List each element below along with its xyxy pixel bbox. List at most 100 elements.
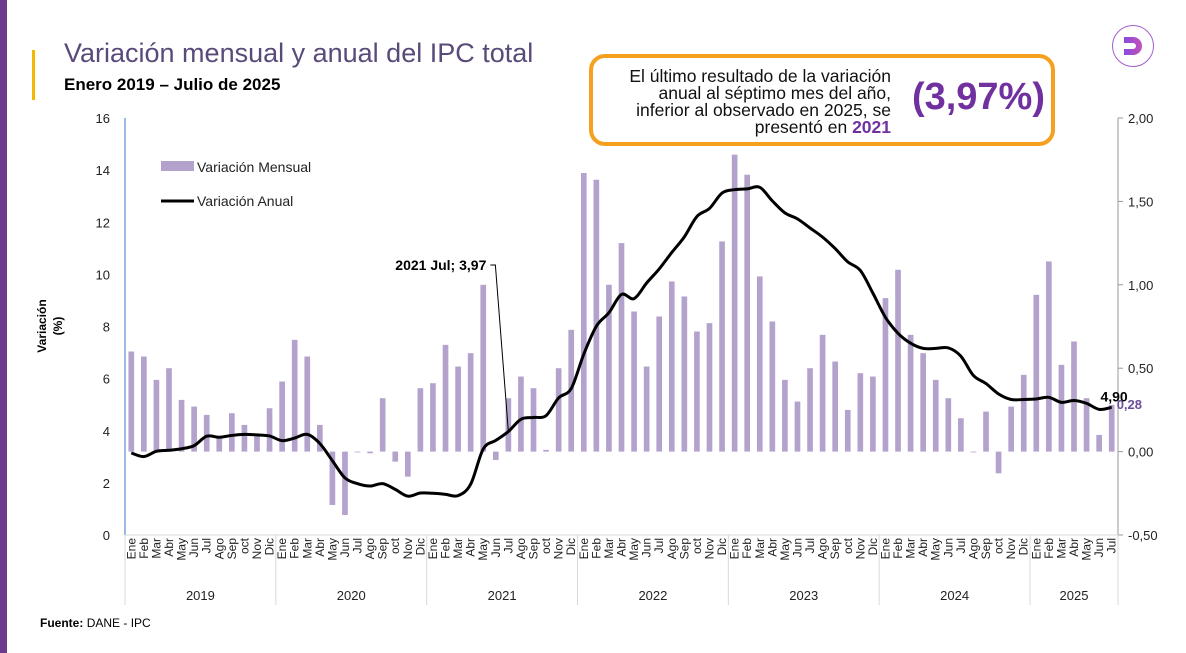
x-axis-month-label: Nov [702,538,716,559]
annotation-2021-jul: 2021 Jul; 3,97 [395,257,486,273]
monthly-variation-bar [606,284,612,452]
monthly-variation-bar [543,449,549,452]
x-axis-month-label: Jun [1092,538,1106,557]
monthly-variation-bar [819,334,826,452]
x-axis-month-label: Feb [891,538,905,559]
x-axis-month-label: Jul [1105,538,1119,553]
monthly-variation-bar [128,351,135,452]
monthly-variation-bar [1008,406,1014,452]
x-axis-month-label: Jun [790,538,804,557]
right-axis-tick-label: 1,00 [1128,278,1153,293]
x-axis-month-label: oct [237,537,251,554]
monthly-variation-bar [178,399,185,452]
x-axis-year-label: 2022 [638,588,667,603]
monthly-variation-bar [442,344,449,452]
x-axis-month-label: Ene [728,538,742,560]
source-value: DANE - IPC [86,616,151,630]
monthly-variation-bar [794,401,801,452]
x-axis-month-label: Sep [527,538,541,560]
monthly-variation-bar [681,296,688,452]
monthly-variation-bar [317,424,323,452]
monthly-variation-bar [832,361,839,452]
right-axis-tick-label: -0,50 [1128,528,1158,543]
monthly-variation-bar [404,451,411,477]
monthly-variation-bar [229,413,235,452]
monthly-variation-bar [895,269,901,452]
right-axis-tick-label: 0,50 [1128,361,1153,376]
x-axis-month-label: Mar [149,538,163,559]
callout-line-prefix: presentó en [754,117,853,137]
x-axis-month-label: Feb [137,538,151,559]
x-axis-month-label: Nov [853,538,867,559]
annotation-last-monthly: 0,28 [1117,397,1142,412]
x-axis-month-label: Mar [451,538,465,559]
left-axis-tick-label: 10 [96,267,110,282]
monthly-variation-bar [367,451,373,454]
monthly-variation-bar [342,451,348,515]
x-axis-month-label: Ago [966,538,980,560]
monthly-variation-bar [706,323,713,452]
left-accent-stripe [0,0,7,653]
monthly-variation-bar [417,388,424,452]
x-axis-month-label: oct [539,537,553,554]
callout-year-highlight: 2021 [852,117,891,137]
x-axis-month-label: oct [992,537,1006,554]
monthly-variation-bar [907,334,914,452]
x-axis-month-label: Feb [1042,538,1056,559]
y-axis-title: Variación [35,299,49,352]
x-axis-month-label: Jun [489,538,503,557]
x-axis-month-label: Feb [288,538,302,559]
x-axis-month-label: Jul [200,538,214,553]
annual-variation-line [130,185,1113,498]
monthly-variation-bar [555,368,562,452]
x-axis-month-label: Ene [275,538,289,560]
x-axis-month-label: Mar [904,538,918,559]
x-axis-month-label: Jun [941,538,955,557]
x-axis-month-label: Abr [464,538,478,557]
page-subtitle: Enero 2019 – Julio de 2025 [64,75,281,94]
monthly-variation-bar [668,281,675,452]
legend-label-anual: Variación Anual [197,193,293,209]
monthly-variation-bar [430,383,436,452]
monthly-variation-bar [354,451,361,453]
monthly-variation-bar [166,368,172,452]
x-axis-month-label: Feb [439,538,453,559]
monthly-variation-bar [656,316,663,452]
monthly-variation-bar [492,451,499,460]
monthly-variation-bar [744,174,751,452]
monthly-variation-bar [279,381,285,452]
y-axis-title-unit: (%) [51,317,65,336]
monthly-variation-bar [694,331,700,452]
x-axis-month-label: May [175,538,189,561]
x-axis-month-label: Dic [413,538,427,555]
monthly-variation-bar [530,388,537,452]
annotation-leader-line [490,264,509,432]
monthly-variation-bar [304,356,311,452]
monthly-variation-bar [882,298,889,452]
monthly-variation-bar [1108,404,1115,452]
x-axis-month-label: Ene [124,538,138,560]
x-axis-year-label: 2019 [186,588,215,603]
right-axis-tick-label: 1,50 [1128,194,1153,209]
right-axis-tick-label: 2,00 [1128,111,1153,126]
monthly-variation-bar [1071,341,1077,452]
callout-line: El último resultado de la variación [629,66,891,86]
monthly-variation-bar [580,173,587,452]
x-axis-month-label: Sep [677,538,691,560]
x-axis-month-label: May [1080,538,1094,561]
x-axis-year-label: 2023 [789,588,818,603]
x-axis-month-label: Dic [564,538,578,555]
monthly-variation-bar [291,339,298,452]
callout-box: El último resultado de la variación anua… [589,54,1055,146]
monthly-variation-bar [782,379,788,452]
monthly-variation-bar [618,243,625,452]
x-axis-month-label: Feb [740,538,754,559]
x-axis-month-label: Jun [187,538,201,557]
x-axis-month-label: Feb [589,538,603,559]
logo-d-glyph [1124,37,1142,55]
monthly-variation-bar [731,154,738,452]
left-axis-tick-label: 6 [103,372,110,387]
x-axis-month-label: May [778,538,792,561]
x-axis-month-label: Ago [212,538,226,560]
annotation-last-annual: 4,90 [1100,388,1127,404]
